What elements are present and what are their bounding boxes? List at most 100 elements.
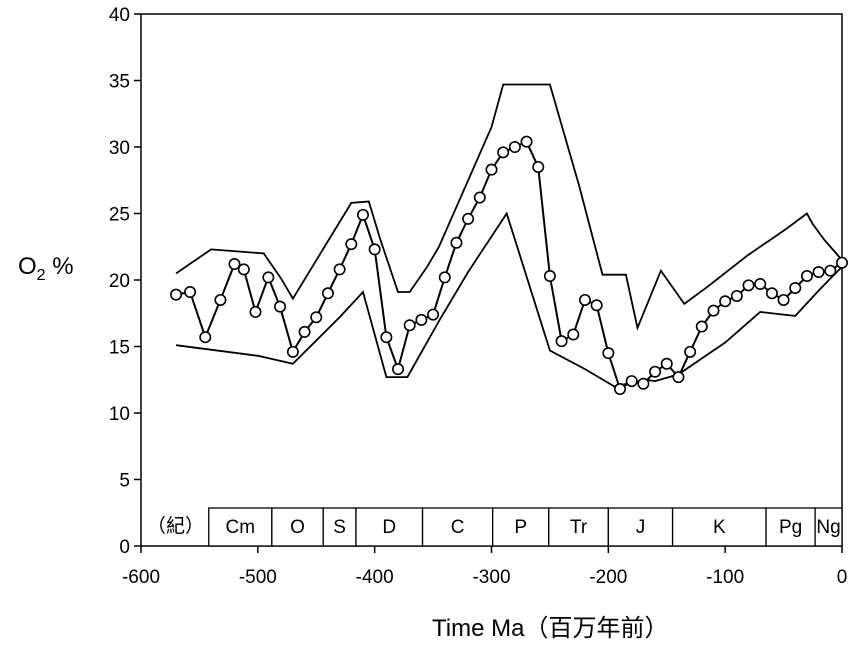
period-label: Cm bbox=[226, 517, 256, 538]
data-point bbox=[356, 208, 369, 221]
period-label: J bbox=[636, 517, 646, 538]
data-point bbox=[602, 347, 615, 360]
data-series bbox=[170, 83, 848, 396]
period-cell bbox=[421, 507, 494, 547]
data-point bbox=[719, 295, 732, 308]
data-point bbox=[672, 371, 685, 384]
x-tick-label: -100 bbox=[706, 567, 744, 588]
x-tick-label: -500 bbox=[239, 567, 277, 588]
y-tick-label: 0 bbox=[119, 537, 130, 558]
data-point bbox=[730, 289, 743, 302]
data-point bbox=[184, 285, 197, 298]
x-tick-label: -300 bbox=[472, 567, 510, 588]
x-tick-label: -200 bbox=[589, 567, 627, 588]
data-point bbox=[812, 266, 825, 279]
estimate-line bbox=[175, 140, 843, 391]
y-tick-label: 30 bbox=[109, 138, 130, 159]
data-point bbox=[392, 363, 405, 376]
data-point bbox=[473, 191, 486, 204]
data-point bbox=[742, 279, 755, 292]
data-point bbox=[520, 135, 533, 148]
data-point bbox=[789, 281, 802, 294]
data-point bbox=[637, 377, 650, 390]
data-point bbox=[321, 287, 334, 300]
lower-bound-line bbox=[175, 211, 843, 388]
data-point bbox=[228, 258, 241, 271]
data-point bbox=[237, 263, 250, 276]
data-point bbox=[707, 304, 720, 317]
data-point bbox=[532, 160, 545, 173]
data-point bbox=[824, 264, 837, 277]
geologic-period-bar: （紀） Cm O S D C P Tr J K Pg Ng bbox=[147, 507, 843, 547]
period-cell bbox=[671, 507, 767, 547]
period-label: S bbox=[333, 517, 346, 538]
y-tick-label: 25 bbox=[109, 205, 130, 226]
period-label: K bbox=[713, 517, 726, 538]
x-tick-label: -600 bbox=[122, 567, 160, 588]
y-tick-label: 15 bbox=[109, 338, 130, 359]
data-point bbox=[298, 325, 311, 338]
data-point bbox=[800, 270, 813, 283]
data-point bbox=[345, 238, 358, 251]
y-tick-label: 10 bbox=[109, 404, 130, 425]
data-point bbox=[578, 293, 591, 306]
data-point bbox=[567, 328, 580, 341]
data-point bbox=[462, 212, 475, 225]
x-axis-ticks: -600 -500 -400 -300 -200 -100 0 bbox=[122, 546, 847, 588]
data-point bbox=[754, 277, 767, 290]
x-tick-label: -400 bbox=[356, 567, 394, 588]
data-point bbox=[660, 357, 673, 370]
data-point bbox=[614, 383, 627, 396]
data-point bbox=[684, 345, 697, 358]
data-point bbox=[765, 287, 778, 300]
data-point bbox=[695, 320, 708, 333]
data-point bbox=[450, 236, 463, 249]
period-cell bbox=[765, 507, 816, 547]
period-cell bbox=[492, 507, 550, 547]
data-point bbox=[625, 375, 638, 388]
y-axis-label: O2 % bbox=[18, 253, 74, 284]
data-point bbox=[249, 305, 262, 318]
period-label: Tr bbox=[570, 517, 588, 538]
period-label: P bbox=[514, 517, 527, 538]
data-point bbox=[415, 313, 428, 326]
data-point bbox=[310, 311, 323, 324]
data-point bbox=[333, 263, 346, 276]
data-point bbox=[590, 299, 603, 312]
period-cell bbox=[271, 507, 324, 547]
data-point bbox=[214, 293, 227, 306]
data-point bbox=[274, 300, 287, 313]
x-axis-label: Time Ma（百万年前） bbox=[432, 615, 668, 642]
data-point bbox=[438, 271, 451, 284]
data-point bbox=[368, 243, 381, 256]
data-point bbox=[170, 288, 183, 301]
y-tick-label: 20 bbox=[109, 271, 130, 292]
period-bar-prefix: （紀） bbox=[147, 515, 204, 537]
upper-bound-line bbox=[175, 83, 843, 331]
period-label: Pg bbox=[779, 517, 802, 538]
data-point bbox=[543, 270, 556, 283]
data-point bbox=[649, 365, 662, 378]
data-point bbox=[380, 331, 393, 344]
period-cell bbox=[814, 507, 843, 547]
period-cell bbox=[322, 507, 357, 547]
data-point bbox=[403, 319, 416, 332]
data-point bbox=[199, 331, 212, 344]
period-cell bbox=[208, 507, 273, 547]
data-point bbox=[555, 335, 568, 348]
y-tick-label: 5 bbox=[119, 471, 130, 492]
data-point bbox=[777, 293, 790, 306]
period-label: O bbox=[290, 517, 305, 538]
data-point bbox=[262, 271, 275, 284]
period-label: D bbox=[382, 517, 396, 538]
x-tick-label: 0 bbox=[837, 567, 848, 588]
data-point bbox=[427, 308, 440, 321]
period-label: C bbox=[451, 517, 465, 538]
data-point bbox=[485, 163, 498, 176]
data-point bbox=[835, 256, 848, 269]
period-cell bbox=[355, 507, 424, 547]
data-point bbox=[497, 146, 510, 159]
y-tick-label: 35 bbox=[109, 72, 130, 93]
data-point bbox=[508, 141, 521, 154]
